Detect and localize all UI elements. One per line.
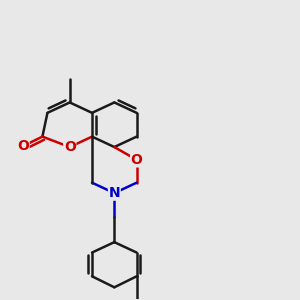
Text: N: N: [109, 186, 120, 200]
Text: O: O: [64, 140, 76, 154]
Text: O: O: [131, 153, 142, 167]
Text: O: O: [17, 139, 29, 153]
